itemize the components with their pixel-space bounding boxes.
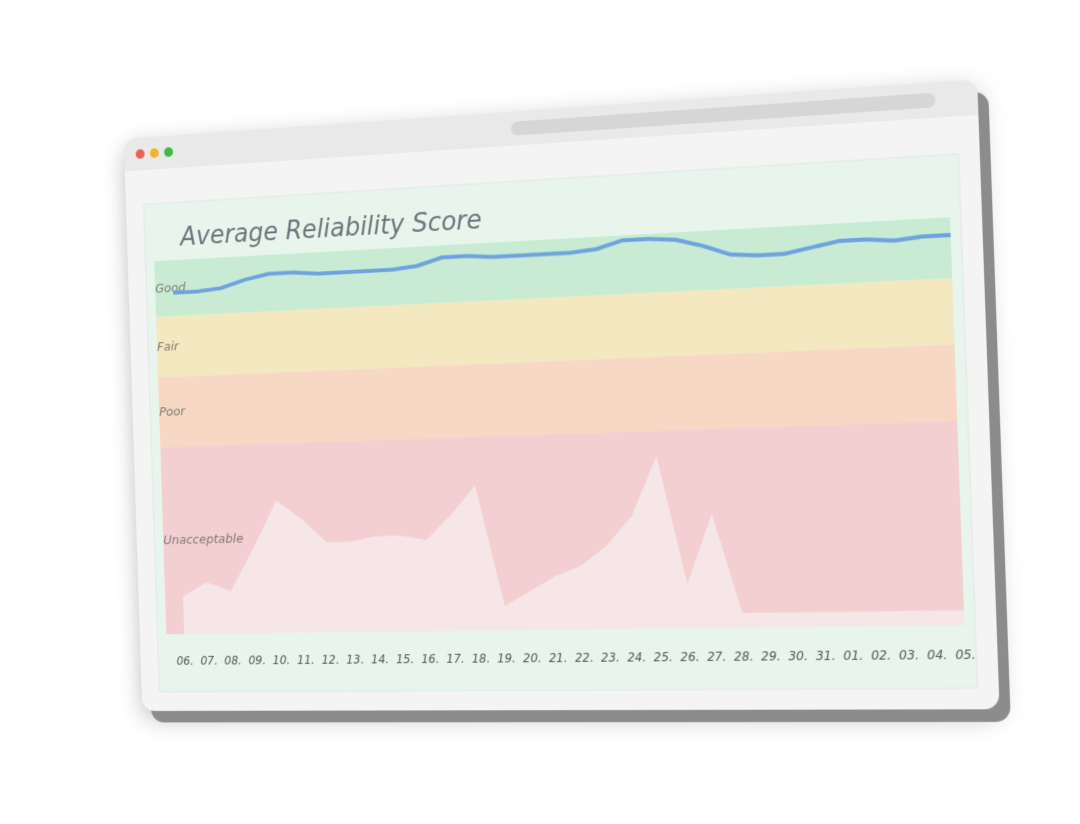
- x-tick-label: 04.: [927, 647, 948, 662]
- x-tick-label: 01.: [843, 648, 863, 663]
- x-tick-label: 25.: [653, 649, 673, 664]
- band: [158, 344, 958, 448]
- x-tick-label: 26.: [680, 649, 700, 664]
- x-tick-label: 05.: [955, 647, 976, 662]
- address-bar[interactable]: [510, 92, 936, 136]
- x-tick-label: 06.: [176, 653, 193, 667]
- band-label: Good: [155, 279, 186, 296]
- x-tick-label: 20.: [523, 650, 542, 665]
- x-tick-label: 29.: [761, 648, 781, 663]
- x-tick-label: 16.: [421, 651, 440, 666]
- band-label: Fair: [157, 338, 180, 354]
- x-tick-label: 07.: [200, 653, 218, 667]
- x-tick-label: 02.: [871, 647, 891, 662]
- band: [154, 217, 953, 318]
- chart: Average Reliability Score GoodFairPoorUn…: [123, 79, 1000, 711]
- browser-window: Average Reliability Score Good Fair Poor Un…: [123, 79, 1000, 711]
- x-tick-label: 15.: [396, 651, 414, 665]
- x-tick-label: 09.: [248, 653, 266, 667]
- x-tick-label: 10.: [273, 653, 291, 667]
- x-tick-label: 24.: [627, 649, 646, 664]
- x-tick-label: 08.: [224, 653, 242, 667]
- x-tick-label: 21.: [549, 650, 568, 665]
- x-tick-label: 12.: [321, 652, 339, 666]
- x-tick-label: 11.: [297, 652, 315, 666]
- x-tick-label: 30.: [788, 648, 808, 663]
- x-tick-label: 14.: [371, 652, 389, 666]
- band-label: Unacceptable: [163, 531, 244, 548]
- x-tick-label: 23.: [601, 650, 620, 665]
- x-tick-label: 18.: [472, 651, 491, 666]
- band: [156, 278, 955, 378]
- band-label: Poor: [159, 403, 186, 419]
- x-tick-label: 22.: [575, 650, 594, 665]
- area: [178, 446, 965, 635]
- x-tick-label: 13.: [346, 652, 364, 666]
- x-tick-label: 17.: [446, 651, 465, 666]
- x-tick-label: 03.: [899, 647, 920, 662]
- x-tick-label: 31.: [816, 648, 836, 663]
- x-tick-label: 27.: [707, 649, 727, 664]
- x-tick-label: 28.: [734, 648, 754, 663]
- x-tick-label: 19.: [497, 651, 516, 666]
